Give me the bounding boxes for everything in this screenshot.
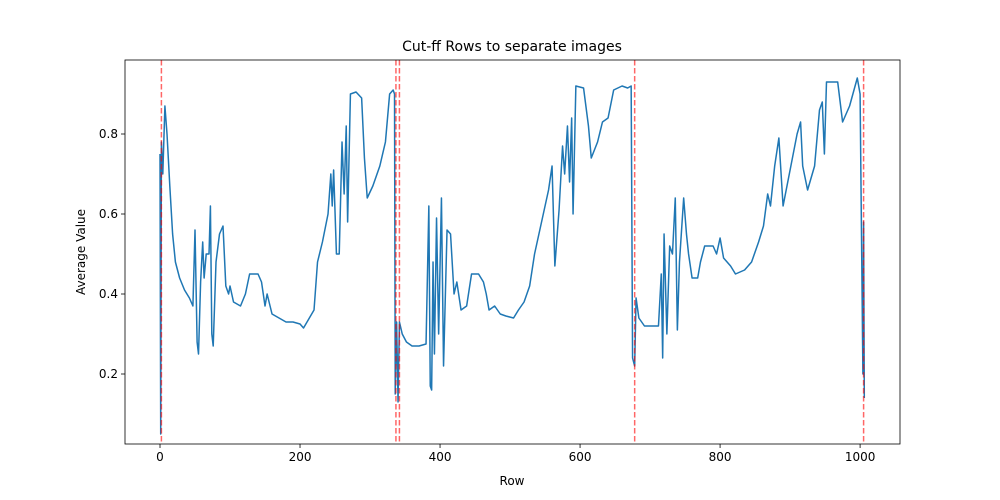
y-axis-label: Average Value [74,209,88,295]
data-line [159,77,866,435]
x-tick-label: 1000 [845,450,876,464]
x-tick-label: 400 [429,450,452,464]
x-tick-label: 200 [289,450,312,464]
x-axis-label: Row [500,474,525,488]
y-tick-label: 0.4 [99,287,118,301]
x-tick-label: 0 [156,450,164,464]
x-tick-label: 800 [709,450,732,464]
plot-frame [124,59,901,445]
y-tick-label: 0.2 [99,367,118,381]
plot-area [159,60,866,444]
y-tick-label: 0.6 [99,207,118,221]
chart-title: Cut-ff Rows to separate images [402,39,622,55]
y-tick-label: 0.8 [99,127,118,141]
x-tick-label: 600 [569,450,592,464]
